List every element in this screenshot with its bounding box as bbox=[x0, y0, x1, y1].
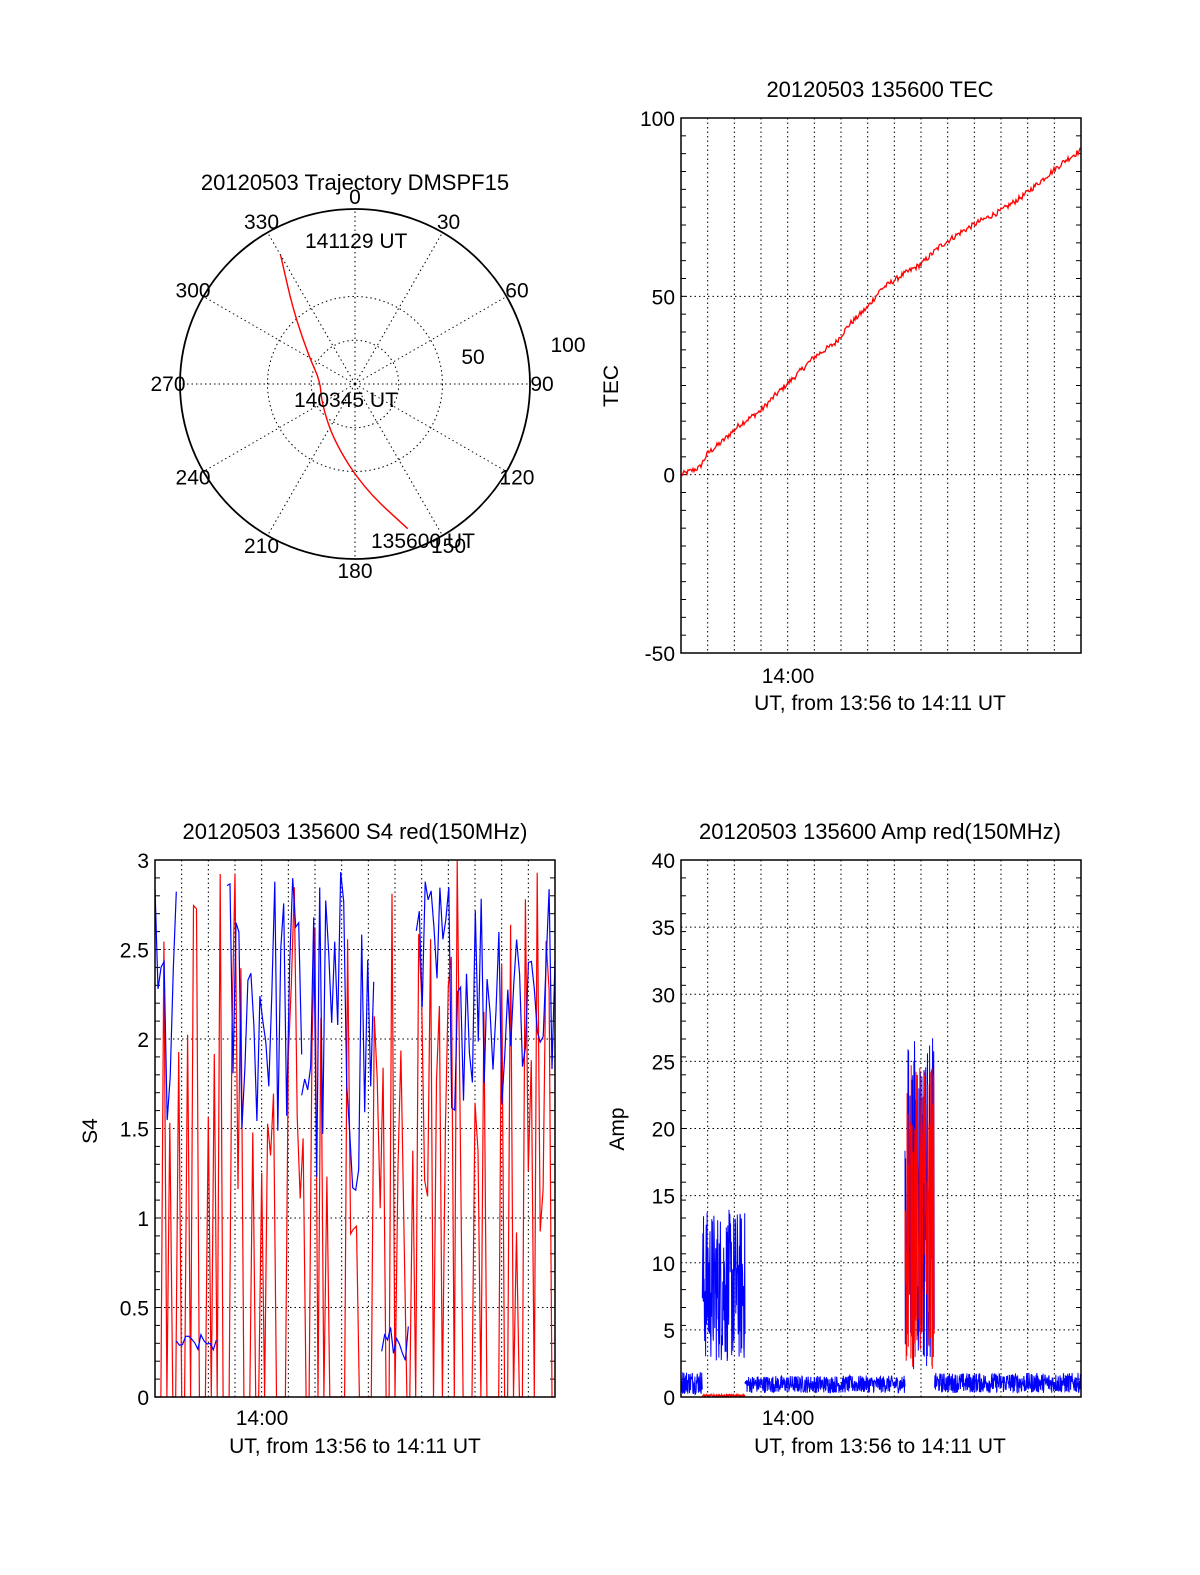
tec-grid bbox=[681, 117, 1081, 654]
amp-title: 20120503 135600 Amp red(150MHz) bbox=[699, 819, 1061, 844]
polar-angle-label: 240 bbox=[176, 467, 211, 490]
amp-plot-frame bbox=[680, 859, 1082, 1398]
s4-title: 20120503 135600 S4 red(150MHz) bbox=[183, 819, 528, 844]
y-tick-label: 5 bbox=[663, 1320, 675, 1343]
polar-outer-circle bbox=[179, 208, 531, 560]
s4-grid bbox=[155, 859, 555, 1398]
polar-angle-label: 150 bbox=[431, 535, 466, 558]
polar-angle-label: 60 bbox=[505, 280, 528, 303]
polar-radius-label-100: 100 bbox=[550, 334, 585, 357]
y-tick-label: 2 bbox=[137, 1029, 149, 1052]
trajectory-end-label: 141129 UT bbox=[305, 230, 408, 253]
s4-series-data bbox=[154, 860, 556, 1398]
y-tick-label: 25 bbox=[652, 1051, 675, 1074]
amp-x-axis-label: UT, from 13:56 to 14:11 UT bbox=[754, 1435, 1006, 1458]
amp-y-ticks: 40 35 30 25 20 15 10 5 0 bbox=[652, 850, 675, 1410]
amp-grid bbox=[681, 859, 1081, 1398]
y-tick-label: 35 bbox=[652, 917, 675, 940]
polar-angle-labels: 0 30 60 90 120 150 180 210 240 270 300 330 bbox=[150, 186, 553, 583]
y-tick-label: 0 bbox=[663, 1387, 675, 1410]
s4-x-tick-label: 14:00 bbox=[236, 1407, 289, 1430]
polar-angle-label: 30 bbox=[437, 211, 460, 234]
y-tick-label: 0.5 bbox=[120, 1298, 149, 1321]
y-tick-label: 10 bbox=[652, 1253, 675, 1276]
polar-trajectory-plot: 20120503 Trajectory DMSPF15 0 30 60 90 120 15… bbox=[150, 170, 585, 583]
y-tick-label: 0 bbox=[663, 465, 675, 488]
y-tick-label: 30 bbox=[652, 984, 675, 1007]
polar-spoke bbox=[354, 232, 443, 385]
amp-x-tick-label: 14:00 bbox=[762, 1407, 815, 1430]
s4-y-axis-label: S4 bbox=[79, 1118, 102, 1144]
polar-angle-label: 300 bbox=[176, 280, 211, 303]
polar-grid bbox=[180, 209, 530, 559]
amp-y-axis-label: Amp bbox=[606, 1107, 629, 1150]
polar-angle-label: 180 bbox=[337, 560, 372, 583]
polar-angle-label: 210 bbox=[244, 535, 279, 558]
polar-radius-label-50: 50 bbox=[461, 346, 484, 369]
y-tick-label: 40 bbox=[652, 850, 675, 873]
y-tick-label: 100 bbox=[640, 108, 675, 131]
tec-x-axis-label: UT, from 13:56 to 14:11 UT bbox=[754, 692, 1006, 715]
y-tick-label: 20 bbox=[652, 1119, 675, 1142]
series-blue-line bbox=[680, 1038, 1082, 1396]
polar-angle-label: 330 bbox=[244, 211, 279, 234]
tec-series-line bbox=[680, 147, 1082, 477]
polar-spoke bbox=[354, 296, 507, 385]
polar-title: 20120503 Trajectory DMSPF15 bbox=[201, 170, 509, 195]
y-tick-label: 0 bbox=[137, 1387, 149, 1410]
trajectory-mid-label: 140345 UT bbox=[294, 389, 398, 412]
tec-y-ticks: 100 50 0 -50 bbox=[640, 108, 675, 666]
series-blue-line bbox=[154, 871, 556, 1361]
polar-grid-circle-50 bbox=[267, 296, 443, 472]
series-red-line bbox=[701, 1065, 935, 1399]
y-tick-label: 1 bbox=[137, 1208, 149, 1231]
tec-y-axis-label: TEC bbox=[600, 365, 623, 407]
polar-angle-label: 0 bbox=[349, 186, 361, 209]
y-tick-label: 3 bbox=[137, 850, 149, 873]
s4-plot-frame bbox=[154, 859, 556, 1398]
y-tick-label: 50 bbox=[652, 286, 675, 309]
trajectory-line bbox=[279, 255, 409, 530]
s4-y-ticks: 3 2.5 2 1.5 1 0.5 0 bbox=[120, 850, 149, 1410]
y-tick-label: 15 bbox=[652, 1186, 675, 1209]
trajectory-start-label: 135600 UT bbox=[371, 530, 475, 553]
tec-x-tick-label: 14:00 bbox=[762, 665, 815, 688]
amp-series-data bbox=[680, 1038, 1082, 1399]
s4-x-axis-label: UT, from 13:56 to 14:11 UT bbox=[229, 1435, 481, 1458]
polar-grid-circle-inner bbox=[310, 339, 400, 429]
y-tick-label: 2.5 bbox=[120, 940, 149, 963]
tec-plot: 20120503 135600 TEC 100 50 0 -50 14:00 UT, … bbox=[600, 77, 1082, 715]
series-red-line bbox=[155, 860, 555, 1398]
polar-angle-label: 90 bbox=[530, 373, 553, 396]
polar-angle-label: 270 bbox=[150, 373, 185, 396]
s4-plot: 20120503 135600 S4 red(150MHz) 3 2.5 2 1.5 1… bbox=[79, 819, 556, 1458]
amp-plot: 20120503 135600 Amp red(150MHz) 40 35 30 25… bbox=[606, 819, 1082, 1458]
tec-plot-frame bbox=[680, 117, 1082, 654]
tec-title: 20120503 135600 TEC bbox=[766, 77, 993, 102]
polar-angle-label: 120 bbox=[499, 467, 534, 490]
y-tick-label: 1.5 bbox=[120, 1119, 149, 1142]
y-tick-label: -50 bbox=[645, 643, 675, 666]
